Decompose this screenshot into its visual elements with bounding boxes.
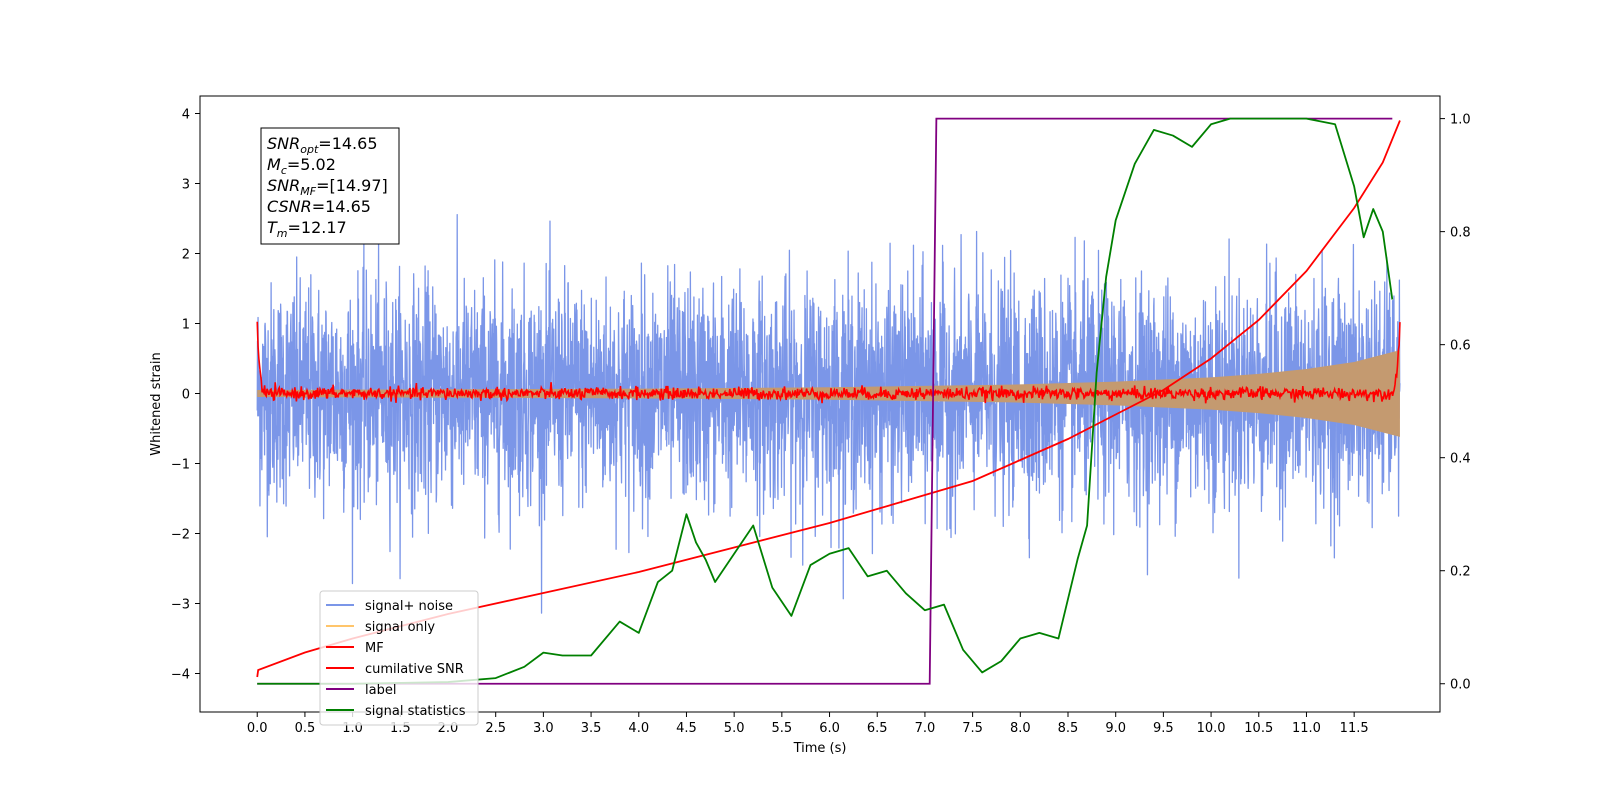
annotation-line: SNRMF=[14.97]: [267, 176, 388, 198]
annotation-value: =[14.97]: [316, 176, 388, 195]
x-tick-label: 11.5: [1340, 721, 1369, 736]
annotation-symbol: T: [267, 218, 278, 237]
series-label-line: [257, 117, 1393, 685]
x-tick-label: 6.5: [867, 721, 888, 736]
y-right-tick-label: 0.4: [1450, 452, 1471, 467]
annotation-symbol: M: [267, 155, 281, 174]
y-left-tick-label: 4: [182, 108, 190, 123]
y-right-tick-label: 0.0: [1450, 678, 1471, 693]
annotation-value: =12.17: [288, 218, 347, 237]
series-signal-only-area: [257, 350, 1400, 437]
legend-label: label: [365, 683, 396, 698]
plot-frame: [199, 95, 1441, 713]
annotation-line: Tm=12.17: [267, 218, 347, 240]
series-mf-line: [256, 321, 1401, 404]
y-left-tick-label: −2: [171, 528, 190, 543]
y-left-tick-label: −3: [171, 598, 190, 613]
annotation-subscript: c: [281, 164, 287, 177]
x-tick-label: 2.5: [485, 721, 506, 736]
x-tick-label: 0.5: [295, 721, 316, 736]
annotation-line: SNRopt=14.65: [267, 134, 378, 156]
annotation-value: =14.65: [318, 134, 377, 153]
legend-label: signal only: [365, 620, 435, 635]
legend-label: signal statistics: [365, 704, 466, 719]
x-tick-label: 8.5: [1058, 721, 1079, 736]
x-tick-label: 11.0: [1292, 721, 1321, 736]
x-tick-label: 9.0: [1105, 721, 1126, 736]
x-tick-label: 8.0: [1010, 721, 1031, 736]
x-tick-label: 4.0: [628, 721, 649, 736]
x-tick-label: 3.0: [533, 721, 554, 736]
x-tick-label: 4.5: [676, 721, 697, 736]
y-right-tick-label: 0.2: [1450, 565, 1471, 580]
y-right-tick-label: 1.0: [1450, 113, 1471, 128]
x-tick-label: 7.5: [962, 721, 983, 736]
x-tick-label: 9.5: [1153, 721, 1174, 736]
y-left-tick-label: 0: [182, 388, 190, 403]
y-left-tick-label: 1: [182, 318, 190, 333]
x-axis-label: Time (s): [793, 741, 847, 756]
annotation-value: =5.02: [287, 155, 336, 174]
annotation-symbol: SNR: [267, 134, 300, 153]
annotation-line: CSNR=14.65: [267, 197, 371, 216]
y-right-tick-label: 0.8: [1450, 226, 1471, 241]
y-left-tick-label: −1: [171, 458, 190, 473]
x-tick-label: 7.0: [915, 721, 936, 736]
x-tick-label: 10.0: [1197, 721, 1226, 736]
legend-label: cumilative SNR: [365, 662, 464, 677]
x-tick-label: 6.0: [819, 721, 840, 736]
series-signal-statistics-line: [257, 117, 1394, 685]
x-tick-label: 5.0: [724, 721, 745, 736]
legend-box: [319, 590, 479, 726]
annotation-symbol: SNR: [267, 176, 300, 195]
annotation-subscript: opt: [300, 143, 319, 156]
annotation-symbol: CSNR: [267, 197, 312, 216]
legend-label: MF: [365, 641, 384, 656]
y-right-tick-label: 0.6: [1450, 339, 1471, 354]
annotation-box: [260, 127, 400, 245]
x-tick-label: 5.5: [772, 721, 793, 736]
annotation-value: =14.65: [312, 197, 371, 216]
y-left-tick-label: 2: [182, 248, 190, 263]
legend-label: signal+ noise: [365, 599, 453, 614]
x-tick-label: 10.5: [1244, 721, 1273, 736]
y-axis-label: Whitened strain: [149, 352, 164, 455]
y-left-tick-label: 3: [182, 178, 190, 193]
annotation-subscript: m: [277, 227, 288, 240]
y-left-tick-label: −4: [171, 668, 190, 683]
annotation-line: Mc=5.02: [267, 155, 336, 177]
annotation-subscript: MF: [300, 185, 316, 198]
x-tick-label: 3.5: [581, 721, 602, 736]
x-tick-label: 0.0: [247, 721, 268, 736]
